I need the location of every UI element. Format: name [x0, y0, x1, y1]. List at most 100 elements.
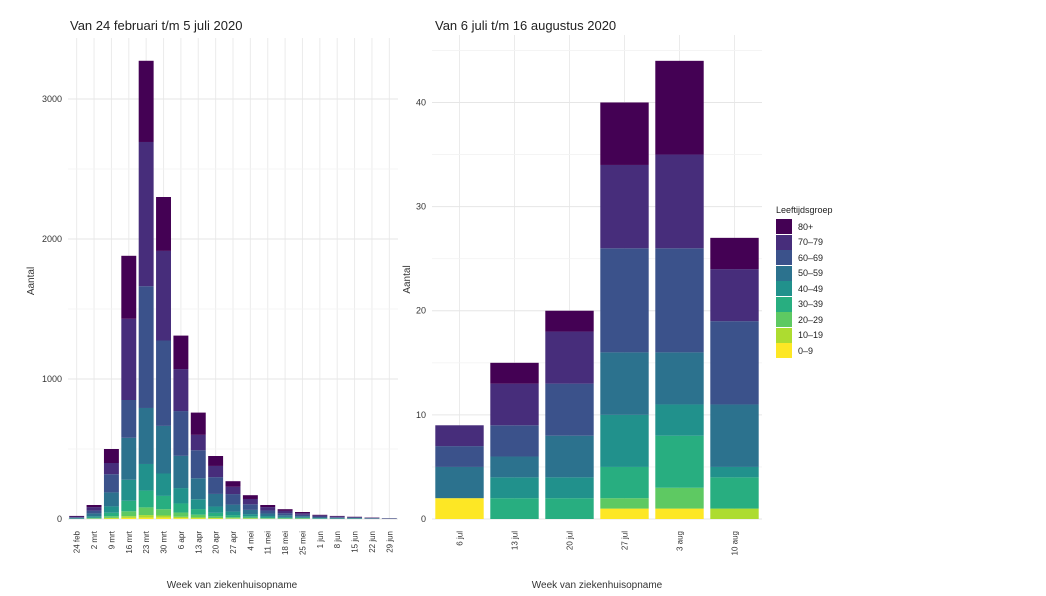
- bar-segment-0-13: [295, 512, 310, 514]
- bar-segment-0-10: [242, 504, 258, 510]
- y-tick-label-1: 40: [416, 97, 426, 107]
- bar-segment-1-0: [435, 425, 484, 447]
- bar-segment-0-7: [190, 450, 206, 479]
- bar-segment-0-12: [277, 510, 293, 514]
- bar-segment-0-14: [312, 516, 328, 518]
- bar-segment-0-7: [190, 517, 206, 519]
- bar-segment-0-2: [103, 506, 119, 513]
- legend-item: 0–9: [776, 343, 833, 359]
- legend-label: 10–19: [798, 330, 824, 341]
- bar-segment-1-3: [600, 352, 649, 415]
- bar-segment-0-15: [329, 516, 345, 518]
- bar-segment-0-6: [173, 512, 189, 517]
- bar-segment-0-9: [225, 504, 241, 512]
- bar-segment-0-2: [103, 474, 119, 493]
- x-tick-label-0: 8 jun: [333, 531, 342, 548]
- x-tick-label-1: 13 jul: [511, 531, 520, 550]
- legend-label: 70–79: [798, 237, 824, 248]
- bar-segment-0-4: [138, 141, 154, 287]
- bar-segment-0-6: [173, 488, 189, 504]
- bar-segment-0-10: [242, 495, 258, 499]
- legend-label: 80+: [798, 221, 814, 232]
- bar-segment-0-12: [277, 513, 293, 516]
- legend-item: 30–39: [776, 296, 833, 313]
- bar-segment-0-8: [208, 456, 224, 466]
- x-axis-title-1: Week van ziekenhuisopname: [532, 580, 663, 591]
- x-tick-label-0: 6 apr: [177, 531, 186, 550]
- bar-segment-1-2: [545, 498, 594, 519]
- bar-segment-0-3: [121, 516, 137, 518]
- x-tick-label-0: 23 mrt: [142, 530, 151, 553]
- x-tick-label-0: 29 jun: [385, 531, 394, 553]
- bar-segment-0-0: [69, 515, 85, 517]
- bar-segment-1-2: [545, 477, 594, 499]
- bar-segment-0-9: [225, 494, 241, 505]
- legend-item: 10–19: [776, 327, 833, 344]
- bar-segment-0-8: [208, 465, 224, 478]
- bar-segment-1-3: [600, 248, 649, 353]
- bar-segment-0-3: [121, 255, 137, 319]
- legend-swatch: [776, 265, 792, 281]
- bar-segment-1-5: [710, 237, 759, 270]
- bar-segment-1-3: [600, 466, 649, 499]
- bar-segment-0-1: [86, 516, 102, 518]
- legend-swatch: [776, 219, 792, 235]
- legend-swatch: [776, 296, 792, 312]
- legend-label: 60–69: [798, 252, 824, 263]
- bar-segment-0-10: [242, 509, 258, 515]
- x-tick-label-0: 30 mrt: [160, 530, 169, 553]
- bar-segment-0-7: [190, 514, 206, 518]
- x-tick-label-0: 22 jun: [368, 531, 377, 553]
- bar-segment-0-6: [173, 516, 189, 519]
- bar-segment-0-13: [295, 514, 310, 517]
- bar-segment-0-2: [103, 463, 119, 475]
- bar-segment-0-11: [260, 505, 276, 508]
- bar-segment-0-10: [242, 514, 258, 517]
- x-tick-label-0: 13 apr: [194, 531, 203, 554]
- y-axis-title-1: Aantal: [402, 265, 413, 293]
- bar-segment-0-9: [225, 515, 241, 518]
- bar-segment-1-4: [655, 404, 704, 436]
- bar-segment-0-5: [156, 425, 171, 474]
- x-tick-label-0: 4 mei: [246, 531, 255, 551]
- bar-segment-1-3: [600, 414, 649, 467]
- bar-segment-0-1: [86, 505, 102, 508]
- bar-segment-0-3: [121, 500, 137, 512]
- bar-segment-0-2: [103, 516, 119, 518]
- bar-segment-0-4: [138, 507, 154, 516]
- bar-segment-0-6: [173, 455, 189, 489]
- bar-segment-0-12: [277, 517, 293, 519]
- bar-segment-0-11: [260, 516, 276, 518]
- bar-segment-0-14: [312, 517, 328, 519]
- bar-segment-0-8: [208, 518, 224, 519]
- bar-segment-0-1: [86, 507, 102, 511]
- bar-segment-0-7: [190, 509, 206, 515]
- bar-segment-0-12: [277, 515, 293, 517]
- x-tick-label-0: 24 feb: [73, 530, 82, 553]
- bar-segment-1-5: [710, 508, 759, 519]
- bar-segment-0-6: [173, 503, 189, 513]
- bar-segment-0-1: [86, 517, 102, 519]
- bar-segment-0-14: [312, 514, 328, 516]
- x-tick-label-0: 2 mrt: [90, 530, 99, 549]
- legend-item: 70–79: [776, 234, 833, 251]
- bar-segment-0-11: [260, 510, 276, 514]
- bar-segment-0-5: [156, 473, 171, 496]
- bar-segment-0-11: [260, 507, 276, 511]
- y-tick-label-0: 1000: [42, 374, 62, 384]
- bar-segment-0-2: [103, 492, 119, 507]
- bar-segment-1-3: [600, 508, 649, 519]
- x-tick-label-1: 10 aug: [731, 531, 740, 555]
- legend-item: 60–69: [776, 250, 833, 266]
- bar-segment-0-9: [225, 511, 241, 516]
- bar-segment-1-1: [490, 456, 539, 478]
- y-tick-label-0: 3000: [42, 94, 62, 104]
- bar-segment-1-3: [600, 102, 649, 165]
- x-tick-label-1: 27 jul: [621, 531, 630, 550]
- bar-segment-1-1: [490, 383, 539, 426]
- bar-segment-0-11: [260, 513, 276, 517]
- bar-segment-0-7: [190, 412, 206, 435]
- bar-segment-0-13: [295, 517, 310, 519]
- bar-segment-0-5: [156, 517, 171, 519]
- bar-segment-0-3: [121, 517, 137, 519]
